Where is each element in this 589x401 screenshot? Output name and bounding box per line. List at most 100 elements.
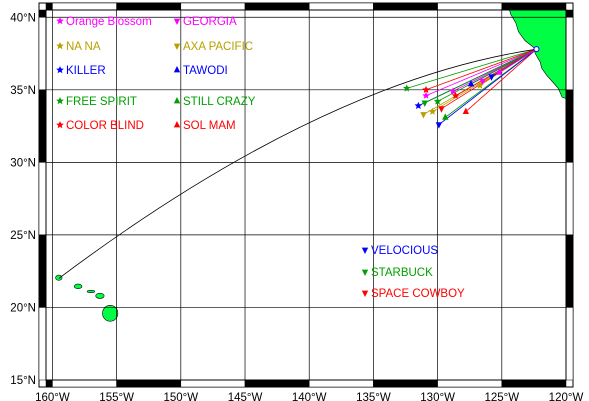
- legend-item: STARBUCK: [361, 267, 433, 279]
- boat-marker: [451, 91, 460, 99]
- frame-segment-top: [308, 2, 374, 11]
- plot-border: [45, 9, 567, 381]
- frame-segment-bottom: [373, 379, 438, 388]
- island-kauai: [55, 274, 63, 281]
- legend-item: TAWODI: [173, 65, 228, 77]
- legend-label: KILLER: [66, 65, 106, 77]
- start-marker: [533, 46, 540, 53]
- legend-item: VELOCIOUS: [361, 245, 438, 257]
- boat-track: [465, 48, 537, 112]
- boat-marker: [496, 68, 503, 75]
- boat-track: [438, 48, 537, 125]
- frame-segment-left: [38, 9, 47, 18]
- legend-label: SPACE COWBOY: [371, 288, 465, 300]
- legend-marker-triangle-up-icon: [173, 97, 181, 104]
- latitude-label: 20°N: [10, 302, 36, 314]
- legend-label: TAWODI: [183, 65, 228, 77]
- frame-segment-right: [565, 162, 574, 236]
- great-circle-route: [58, 48, 537, 279]
- legend-marker-star-icon: [56, 42, 64, 50]
- frame-segment-top: [52, 2, 117, 11]
- boat-marker: [433, 97, 442, 105]
- legend-label: AXA PACIFIC: [183, 41, 253, 53]
- legend-label: SOL MAM: [183, 120, 236, 132]
- frame-segment-top: [180, 2, 246, 11]
- latitude-label: 40°N: [10, 12, 36, 24]
- longitude-label: 130°W: [420, 392, 455, 401]
- boat-legend: Orange Blossom GEORGIA NA NA AXA PACIFIC KIL…: [56, 16, 465, 300]
- boat-marker: [428, 107, 437, 115]
- boat-marker: [467, 80, 475, 87]
- latitude-label: 35°N: [10, 85, 36, 97]
- boat-track: [425, 48, 537, 91]
- frame-segment-right: [565, 234, 574, 308]
- legend-label: STILL CRAZY: [183, 96, 256, 108]
- legend-label: VELOCIOUS: [371, 245, 438, 257]
- axis-labels: 40°N 35°N 30°N 25°N 20°N 15°N 160°W 155°W 150°W 1…: [10, 12, 583, 401]
- boat-marker: [422, 85, 430, 93]
- longitude-label: 155°W: [99, 392, 134, 401]
- boat-marker: [449, 87, 457, 95]
- frame-segment-right: [565, 307, 574, 381]
- frame-segment-bottom: [116, 379, 182, 388]
- island-molokai: [86, 290, 96, 293]
- boat-track: [455, 48, 537, 96]
- legend-marker-triangle-down-icon: [361, 269, 369, 276]
- land-layer: [55, 9, 567, 322]
- legend-marker-triangle-down-icon: [361, 247, 369, 254]
- boat-marker: [420, 112, 427, 119]
- boat-track: [499, 48, 537, 73]
- legend-item: STILL CRAZY: [173, 96, 256, 108]
- boat-marker: [422, 91, 430, 99]
- frame-segment-left: [38, 162, 47, 236]
- island-maui: [95, 292, 105, 299]
- boat-marker: [476, 81, 484, 89]
- legend-label: FREE SPIRIT: [66, 96, 137, 108]
- frame-segment-top: [373, 2, 438, 11]
- legend-marker-triangle-up-icon: [173, 66, 181, 73]
- island-oahu: [73, 283, 83, 290]
- longitude-label: 120°W: [549, 392, 584, 401]
- legend-marker-triangle-down-icon: [361, 290, 369, 297]
- legend-label: Orange Blossom: [66, 16, 152, 28]
- legend-marker-triangle-up-icon: [173, 121, 181, 128]
- frame-segment-top: [116, 2, 182, 11]
- boat-tracks: [406, 48, 537, 125]
- legend-marker-star-icon: [56, 97, 64, 105]
- legend-label: COLOR BLIND: [66, 120, 144, 132]
- frame-segment-left: [38, 307, 47, 381]
- legend-marker-triangle-down-icon: [173, 18, 181, 25]
- frame-segment-top: [501, 2, 567, 11]
- legend-marker-star-icon: [56, 66, 64, 74]
- frame-segment-right: [565, 89, 574, 163]
- longitude-label: 140°W: [292, 392, 327, 401]
- frame-segment-left: [38, 17, 47, 91]
- boat-marker: [479, 78, 486, 86]
- legend-item: COLOR BLIND: [56, 120, 144, 132]
- frame-segment-top: [45, 2, 53, 11]
- frame-segment-top: [437, 2, 503, 11]
- frame-segment-left: [38, 234, 47, 308]
- boat-marker: [438, 106, 445, 113]
- longitude-label: 150°W: [163, 392, 198, 401]
- legend-label: STARBUCK: [371, 267, 433, 279]
- longitude-label: 160°W: [35, 392, 70, 401]
- boat-marker: [435, 122, 443, 129]
- legend-label: GEORGIA: [183, 16, 237, 28]
- boat-track: [425, 48, 537, 96]
- hawaii-islands: [55, 274, 119, 322]
- california-coast: [509, 9, 567, 99]
- frame-segment-bottom: [52, 379, 117, 388]
- frame-segment-bottom: [45, 379, 53, 388]
- longitude-label: 125°W: [484, 392, 519, 401]
- lat-lon-grid: [45, 9, 567, 381]
- frame-segment-left: [38, 89, 47, 163]
- legend-item: AXA PACIFIC: [173, 41, 253, 53]
- frame-segment-bottom: [180, 379, 246, 388]
- legend-marker-star-icon: [56, 17, 64, 25]
- frame-segment-right: [565, 17, 574, 91]
- boat-marker: [488, 74, 495, 81]
- island-big-island: [102, 304, 119, 322]
